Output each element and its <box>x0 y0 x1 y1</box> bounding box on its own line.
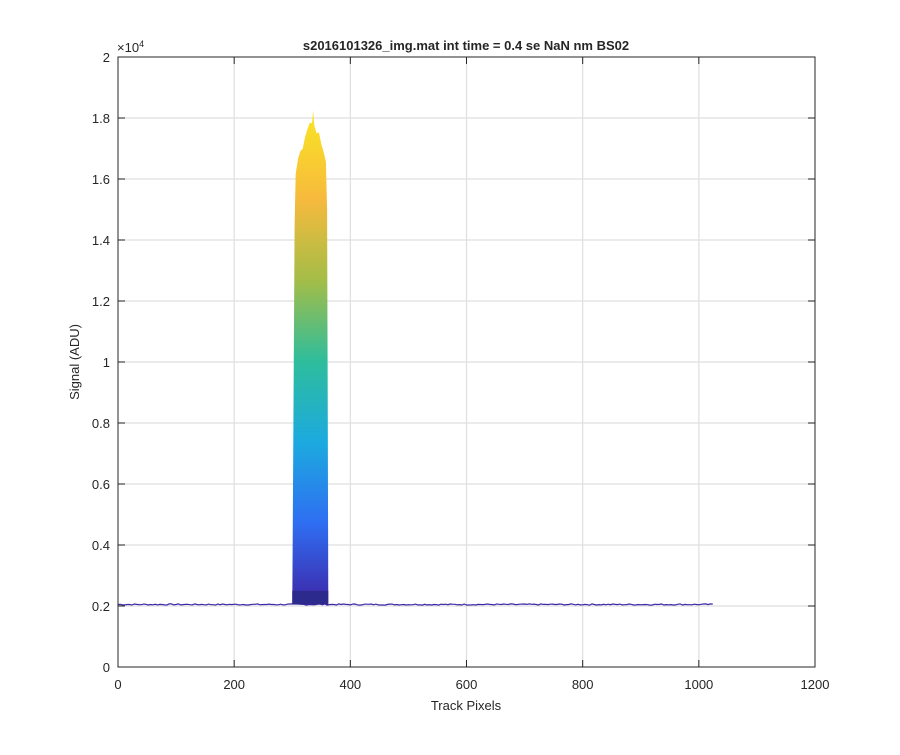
peak-base <box>292 590 329 605</box>
y-exponent-label: ×104 <box>117 39 144 55</box>
x-tick-labels: 0 200 400 600 800 1000 1200 <box>114 677 829 692</box>
baseline-trace <box>117 603 713 606</box>
y-tick-label: 1.4 <box>92 233 110 248</box>
y-tick-label: 0.4 <box>92 538 110 553</box>
y-axis-label: Signal (ADU) <box>67 324 82 400</box>
y-tick-label: 2 <box>103 50 110 65</box>
chart-title: s2016101326_img.mat int time = 0.4 se Na… <box>303 38 629 53</box>
y-tick-label: 0.2 <box>92 599 110 614</box>
y-tick-label: 0 <box>103 660 110 675</box>
y-tick-label: 0.8 <box>92 416 110 431</box>
y-tick-label: 1.2 <box>92 294 110 309</box>
x-tick-label: 400 <box>339 677 361 692</box>
x-tick-label: 200 <box>223 677 245 692</box>
peak-fill <box>292 110 329 605</box>
y-tick-label: 0.6 <box>92 477 110 492</box>
series-group <box>117 110 713 606</box>
y-tick-label: 1 <box>103 355 110 370</box>
y-tick-labels: 0 0.2 0.4 0.6 0.8 1 1.2 1.4 1.6 1.8 2 <box>92 50 110 675</box>
x-tick-label: 0 <box>114 677 121 692</box>
y-tick-label: 1.8 <box>92 111 110 126</box>
x-tick-label: 1200 <box>801 677 830 692</box>
x-tick-label: 600 <box>456 677 478 692</box>
x-axis-label: Track Pixels <box>431 698 502 713</box>
ticks <box>117 56 816 668</box>
grid <box>118 57 815 667</box>
x-tick-label: 800 <box>572 677 594 692</box>
y-tick-label: 1.6 <box>92 172 110 187</box>
x-tick-label: 1000 <box>684 677 713 692</box>
